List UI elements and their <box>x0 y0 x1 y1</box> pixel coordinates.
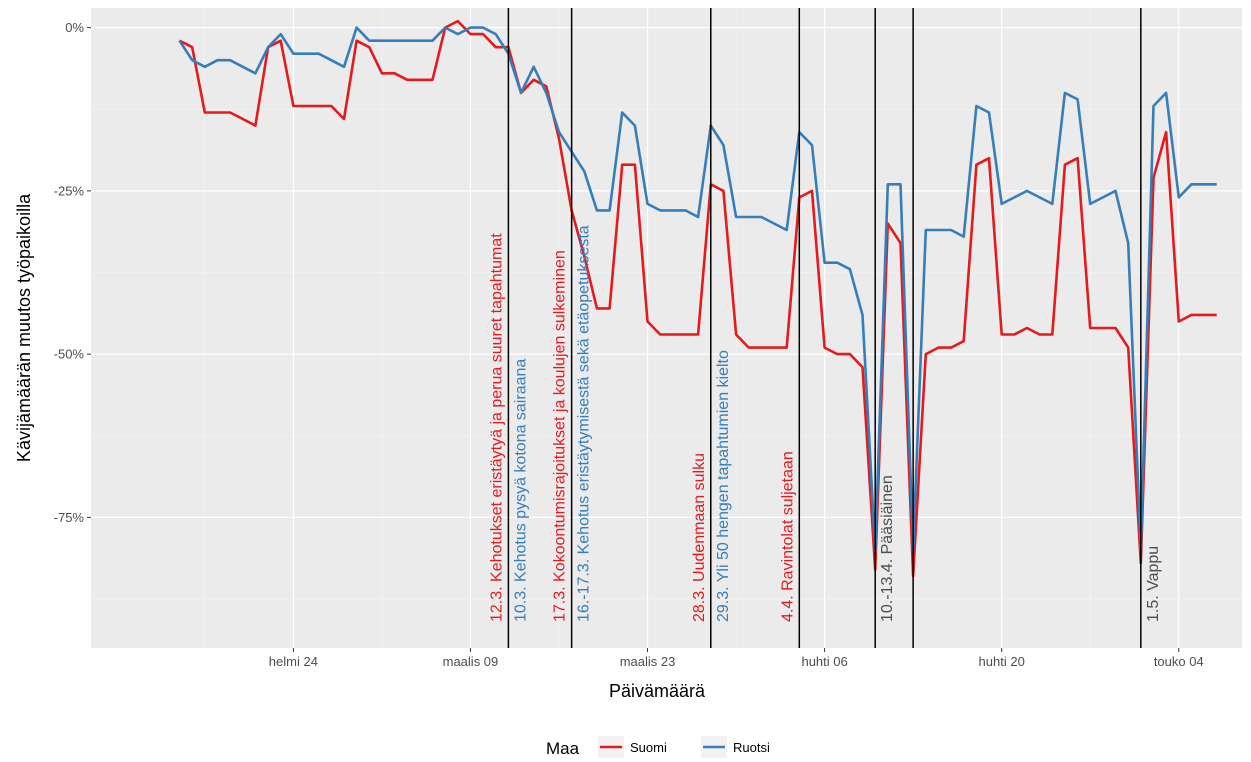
plot-panel <box>91 8 1242 648</box>
event-annotation: 10.3. Kehotus pysyä kotona sairaana <box>512 359 529 622</box>
x-tick-label: huhti 06 <box>801 654 847 669</box>
y-tick-label: -25% <box>54 183 85 198</box>
y-axis-title: Kävijämäärän muutos työpaikoilla <box>14 193 34 462</box>
y-axis: 0% -25% -50% -75% <box>54 20 91 525</box>
series-line-ruotsi <box>178 26 1217 552</box>
annotation-layer: 12.3. Kehotukset eristäytyä ja perua suu… <box>488 225 1161 622</box>
x-tick-label: huhti 20 <box>979 654 1025 669</box>
event-annotation: 17.3. Kokoontumisrajoitukset ja koulujen… <box>552 250 569 622</box>
event-annotation: 16.-17.3. Kehotus eristäytymisestä sekä … <box>576 225 593 622</box>
event-annotation: 12.3. Kehotukset eristäytyä ja perua suu… <box>488 233 505 622</box>
legend-title: Maa <box>546 739 580 758</box>
event-annotation: 1.5. Vappu <box>1145 546 1162 622</box>
x-axis: helmi 24 maalis 09 maalis 23 huhti 06 huhti … <box>269 648 1204 669</box>
series-line-suomi <box>178 19 1217 578</box>
legend-items: Suomi Ruotsi <box>598 736 770 758</box>
x-axis-title: Päivämäärä <box>609 681 706 701</box>
x-tick-label: helmi 24 <box>269 654 318 669</box>
event-annotation: 29.3. Yli 50 hengen tapahtumien kielto <box>715 350 732 622</box>
vline-layer <box>507 8 1142 648</box>
legend: Maa Suomi Ruotsi <box>546 736 770 758</box>
y-tick-label: -75% <box>54 510 85 525</box>
x-tick-label: maalis 09 <box>443 654 499 669</box>
y-tick-label: 0% <box>65 20 84 35</box>
x-tick-label: touko 04 <box>1154 654 1204 669</box>
series-layer <box>178 19 1217 578</box>
event-annotation: 4.4. Ravintolat suljetaan <box>779 451 796 622</box>
event-annotation: 10.-13.4. Pääsiäinen <box>879 475 896 622</box>
event-annotation: 28.3. Uudenmaan sulku <box>691 453 708 622</box>
x-tick-label: maalis 23 <box>620 654 676 669</box>
y-tick-label: -50% <box>54 347 85 362</box>
grid-major <box>91 8 1242 648</box>
legend-label-ruotsi: Ruotsi <box>733 740 770 755</box>
legend-label-suomi: Suomi <box>630 740 667 755</box>
